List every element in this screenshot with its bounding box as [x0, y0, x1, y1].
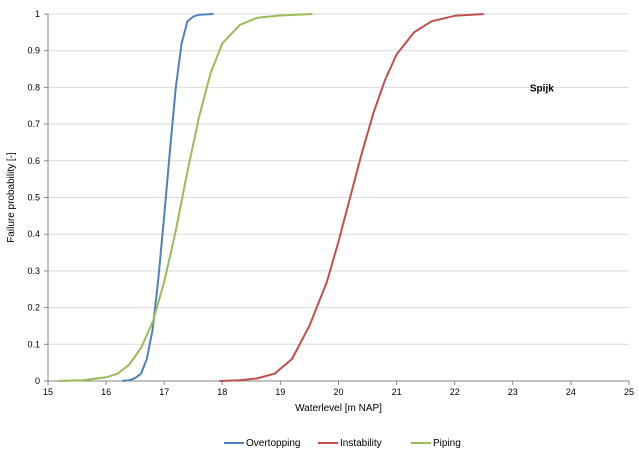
x-tick-label: 21 [392, 387, 402, 397]
series-line-overtopping [122, 13, 214, 382]
x-tick-label: 15 [43, 387, 53, 397]
legend-label-piping: Piping [433, 438, 461, 449]
x-tick-label: 19 [275, 387, 285, 397]
y-tick-label: 0.8 [27, 82, 40, 92]
x-tick-label: 16 [101, 387, 111, 397]
y-tick-label: 0 [35, 376, 40, 386]
y-tick-labels: 0 0.1 0.2 0.3 0.4 0.5 0.6 0.7 0.8 0.9 1 [27, 9, 40, 386]
y-tick-label: 0.7 [27, 119, 40, 129]
y-tick-label: 0.2 [27, 303, 40, 313]
x-tick-label: 25 [624, 387, 634, 397]
y-axis-label: Failure probability [-] [6, 152, 17, 243]
annotation-label: Spijk [530, 83, 554, 94]
y-tick-label: 0.5 [27, 193, 40, 203]
x-tick-label: 18 [217, 387, 227, 397]
legend-label-overtopping: Overtopping [246, 438, 300, 449]
x-tick-label: 17 [159, 387, 169, 397]
series-line-instability [219, 13, 484, 382]
series-line-piping [58, 13, 313, 382]
axes [44, 13, 630, 385]
y-tick-label: 0.9 [27, 46, 40, 56]
x-axis-label: Waterlevel [m NAP] [295, 403, 382, 414]
x-tick-labels: 15 16 17 18 19 20 21 22 23 24 25 [43, 387, 634, 397]
y-tick-label: 0.1 [27, 339, 40, 349]
y-tick-label: 1 [35, 9, 40, 19]
x-tick-label: 24 [566, 387, 576, 397]
series-lines [58, 13, 484, 382]
x-tick-label: 23 [508, 387, 518, 397]
y-tick-label: 0.6 [27, 156, 40, 166]
legend-label-instability: Instability [340, 438, 382, 449]
y-tick-label: 0.3 [27, 266, 40, 276]
legend: Overtopping Instability Piping [224, 438, 461, 449]
x-tick-label: 22 [450, 387, 460, 397]
x-tick-label: 20 [333, 387, 343, 397]
gridlines [48, 13, 629, 345]
y-tick-label: 0.4 [27, 229, 40, 239]
